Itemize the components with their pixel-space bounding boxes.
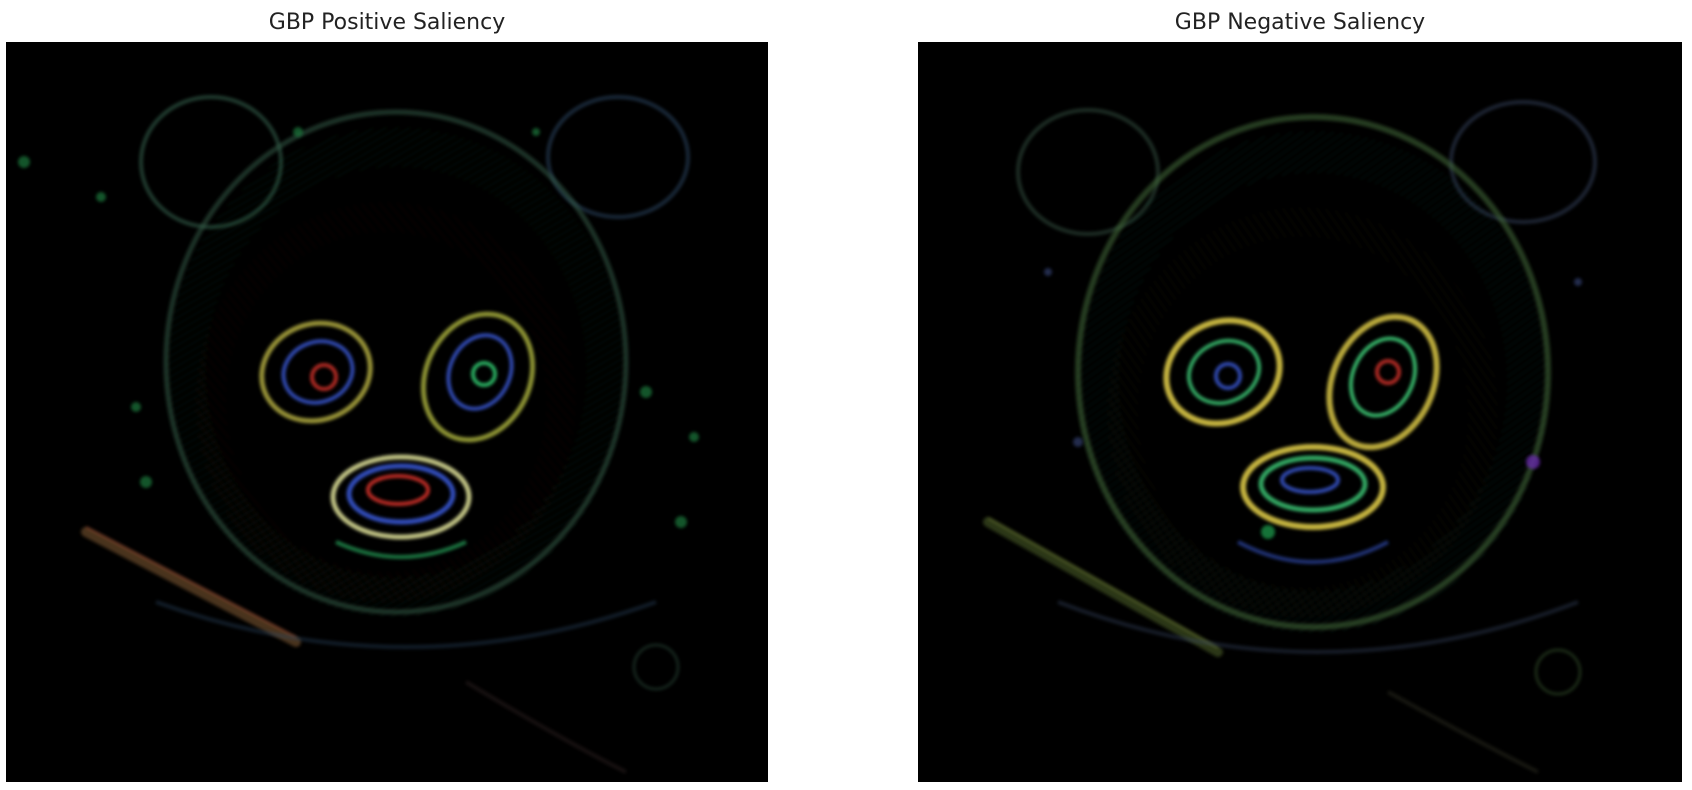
negative-saliency-image (918, 42, 1682, 782)
negative-saliency-title: GBP Negative Saliency (1174, 10, 1426, 35)
positive-saliency-title: GBP Positive Saliency (268, 10, 506, 35)
positive-saliency-map (6, 42, 768, 782)
negative-saliency-map (918, 42, 1682, 782)
positive-saliency-image (6, 42, 768, 782)
